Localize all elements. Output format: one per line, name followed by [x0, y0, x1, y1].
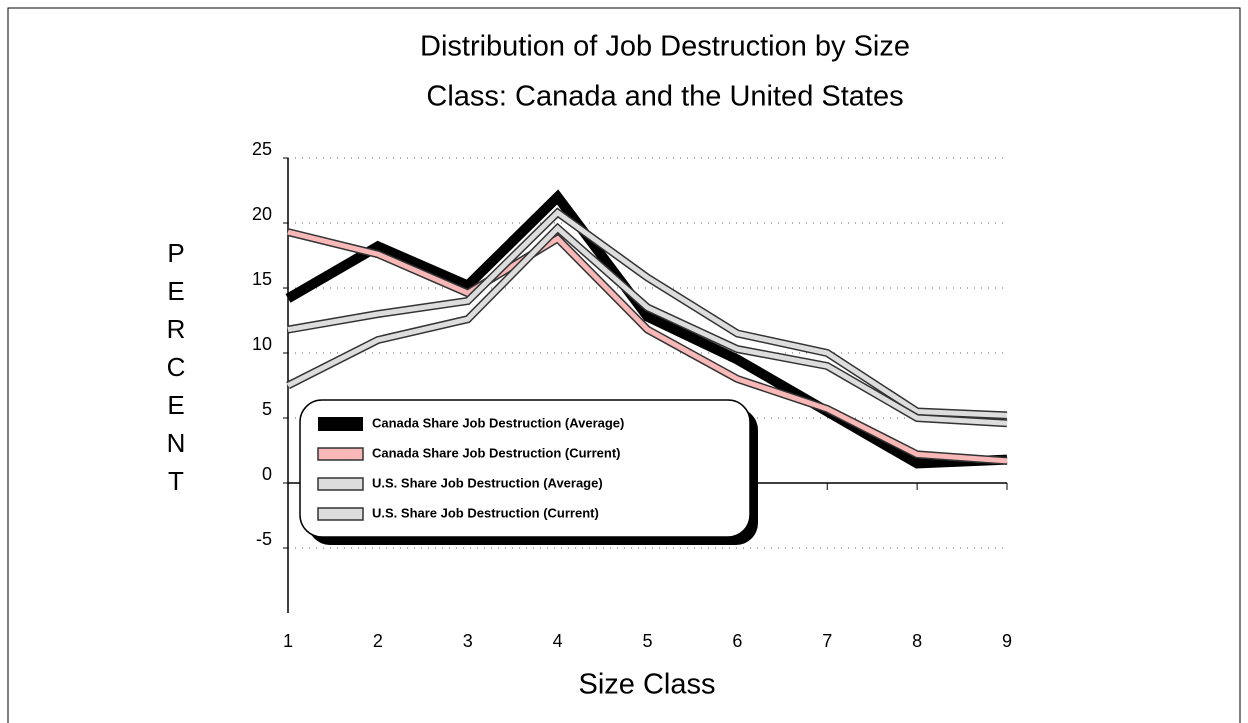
x-tick-label: 9	[1002, 631, 1012, 651]
legend-swatch	[317, 447, 364, 461]
legend	[299, 399, 751, 538]
legend-swatch	[318, 417, 363, 431]
x-tick-label: 8	[912, 631, 922, 651]
chart-title: Distribution of Job Destruction by Size	[420, 31, 910, 63]
x-tick-label: 2	[373, 631, 383, 651]
legend-label: U.S. Share Job Destruction (Current)	[372, 505, 599, 520]
x-tick-label: 4	[553, 631, 563, 651]
y-tick-label: 15	[252, 269, 272, 289]
y-tick-label: -5	[256, 529, 272, 549]
line	[286, 224, 1008, 426]
legend-label: Canada Share Job Destruction (Current)	[372, 445, 621, 460]
chart-title: Class: Canada and the United States	[426, 81, 903, 113]
y-tick-label: 25	[252, 139, 272, 159]
y-tick-label: 10	[252, 334, 272, 354]
x-axis-label: Size Class	[579, 669, 716, 701]
line	[287, 229, 1008, 464]
x-tick-label: 5	[642, 631, 652, 651]
x-tick-label: 3	[463, 631, 473, 651]
legend-label: U.S. Share Job Destruction (Average)	[372, 475, 603, 490]
x-tick-label: 6	[732, 631, 742, 651]
y-tick-label: 5	[262, 399, 272, 419]
legend-swatch	[317, 477, 364, 491]
x-tick-label: 7	[822, 631, 832, 651]
line	[285, 189, 1008, 469]
legend-swatch	[317, 507, 364, 521]
legend-label: Canada Share Job Destruction (Average)	[372, 415, 624, 430]
frame	[7, 7, 1241, 723]
x-tick-label: 1	[283, 631, 293, 651]
y-tick-label: 0	[262, 464, 272, 484]
line	[287, 209, 1008, 418]
y-tick-label: 20	[252, 204, 272, 224]
